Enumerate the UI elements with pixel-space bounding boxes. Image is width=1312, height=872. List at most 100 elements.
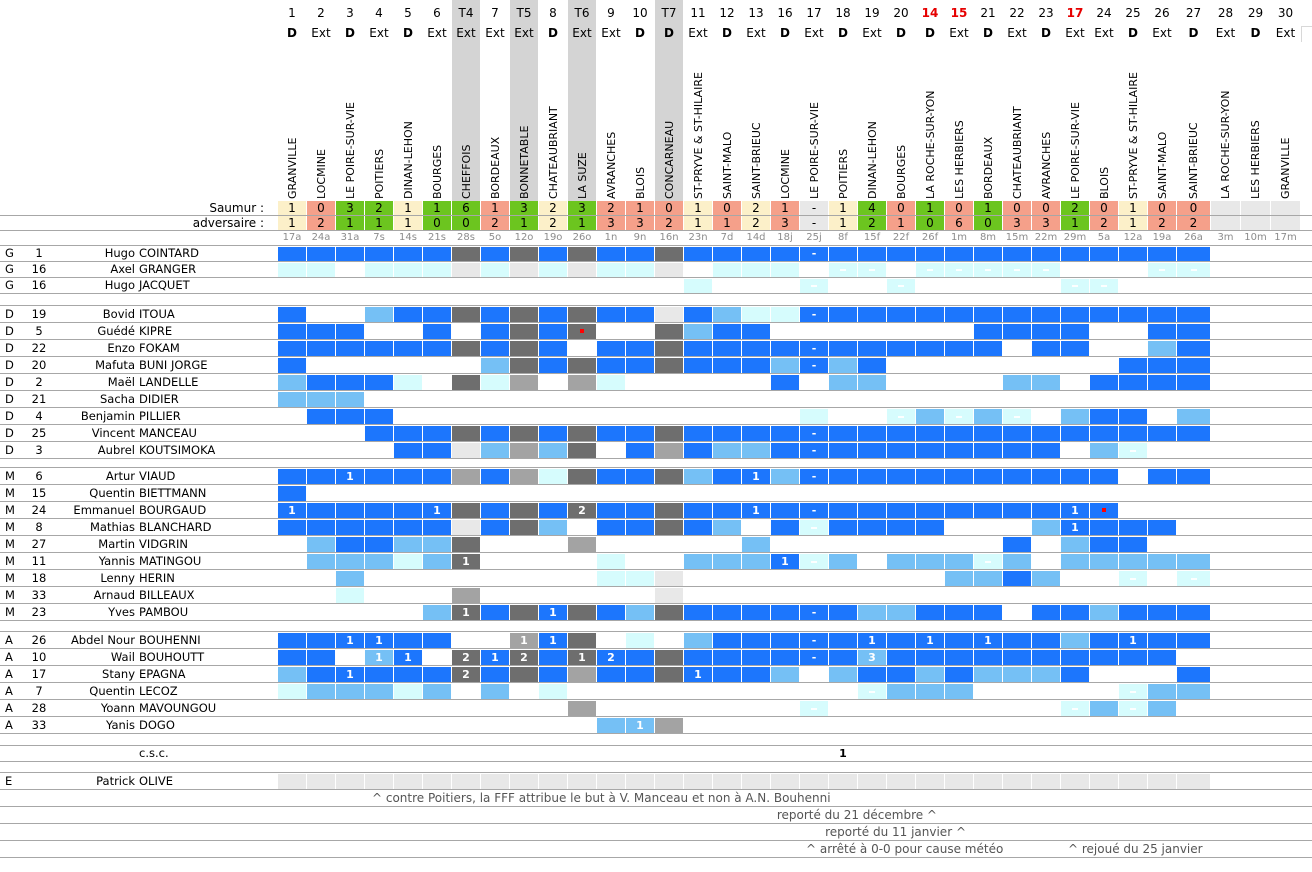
match-date: 7d (720, 232, 734, 243)
score-adversaire: 2 (307, 216, 335, 230)
participation-cell (974, 503, 1002, 518)
participation-cell (1177, 263, 1210, 277)
participation-cell (336, 341, 364, 356)
player-first-name: Yoann (100, 701, 135, 715)
match-number: 30 (1277, 6, 1294, 20)
venue-label: Ext (804, 26, 824, 40)
participation-cell (1090, 375, 1118, 390)
player-shirt-number: 1 (35, 246, 43, 260)
participation-cell (597, 307, 625, 322)
participation-cell (1090, 307, 1118, 322)
participation-cell (945, 503, 973, 518)
opponent-name: CHATEAUBRIANT (1010, 106, 1024, 199)
participation-cell (568, 375, 596, 390)
participation-cell (742, 307, 770, 322)
player-shirt-number: 22 (31, 341, 47, 355)
participation-cell (655, 341, 683, 356)
participation-cell (1032, 520, 1060, 535)
opponent-name: DINAN-LEHON (401, 121, 415, 199)
participation-cell (423, 633, 451, 648)
goal-count: 1 (346, 634, 354, 647)
participation-cell (336, 667, 364, 682)
participation-cell (858, 503, 886, 518)
participation-cell (1119, 650, 1147, 665)
row-divider (0, 322, 1312, 323)
participation-cell (858, 341, 886, 356)
participation-cell (1032, 307, 1060, 322)
participation-cell (1061, 409, 1089, 424)
participation-cell (1090, 247, 1118, 261)
participation-cell (568, 263, 596, 277)
venue-label: Ext (746, 26, 766, 40)
player-last-name: VIAUD (139, 469, 176, 483)
venue-label: Ext (311, 26, 331, 40)
participation-cell (365, 537, 393, 552)
row-divider (0, 467, 1312, 468)
opponent-name: SAINT-MALO (720, 131, 734, 199)
participation-cell (829, 307, 857, 322)
participation-cell (1119, 774, 1147, 789)
player-last-name: JACQUET (139, 278, 190, 292)
participation-cell (539, 247, 567, 261)
goal-count: 3 (868, 651, 876, 664)
participation-cell (1119, 554, 1147, 569)
participation-cell (887, 684, 915, 699)
participation-cell (365, 633, 393, 648)
participation-cell (1061, 247, 1089, 261)
participation-cell (481, 520, 509, 535)
participation-cell (278, 307, 306, 322)
participation-cell (626, 650, 654, 665)
participation-cell (539, 633, 567, 648)
participation-cell (481, 426, 509, 441)
match-number: T7 (661, 6, 677, 20)
player-position: M (5, 605, 15, 619)
match-number: T6 (574, 6, 590, 20)
row-divider (0, 293, 1312, 294)
participation-cell (742, 537, 770, 552)
score-saumur (1271, 201, 1300, 215)
participation-cell (1148, 247, 1176, 261)
score-saumur: 0 (945, 201, 973, 215)
dash-mark: - (811, 247, 817, 260)
venue-label: Ext (1215, 26, 1236, 40)
participation-cell (655, 426, 683, 441)
opponent-name: AVRANCHES (604, 131, 618, 199)
participation-cell (1119, 684, 1147, 699)
player-first-name: Martin (98, 537, 135, 551)
participation-cell (481, 774, 509, 789)
participation-cell (597, 571, 625, 586)
participation-cell (771, 633, 799, 648)
participation-cell (1003, 554, 1031, 569)
participation-cell (510, 426, 538, 441)
participation-cell (858, 307, 886, 322)
match-number: 29 (1247, 6, 1264, 20)
participation-cell (278, 341, 306, 356)
participation-cell (1148, 520, 1176, 535)
player-last-name: GRANGER (139, 262, 197, 276)
opponent-name: SAINT-BRIEUC (749, 122, 763, 199)
participation-cell (336, 503, 364, 518)
match-number: 17 (806, 6, 822, 20)
score-adversaire: 1 (1119, 216, 1147, 230)
participation-cell (713, 469, 741, 484)
participation-cell (278, 684, 306, 699)
participation-cell (1061, 554, 1089, 569)
participation-cell (1003, 443, 1031, 458)
player-shirt-number: 10 (31, 650, 47, 664)
participation-cell (1090, 469, 1118, 484)
row-divider (0, 501, 1312, 502)
participation-cell (1177, 247, 1210, 261)
participation-cell (800, 307, 828, 322)
participation-cell (307, 774, 335, 789)
participation-cell (481, 443, 509, 458)
venue-label: D (287, 26, 297, 40)
opponent-name: BORDEAUX (488, 136, 502, 199)
player-position: A (5, 684, 13, 698)
participation-cell (510, 520, 538, 535)
participation-cell (626, 247, 654, 261)
score-adversaire (1271, 216, 1300, 230)
participation-cell (829, 426, 857, 441)
player-position: M (5, 520, 15, 534)
participation-cell (1177, 358, 1210, 373)
participation-cell (829, 503, 857, 518)
